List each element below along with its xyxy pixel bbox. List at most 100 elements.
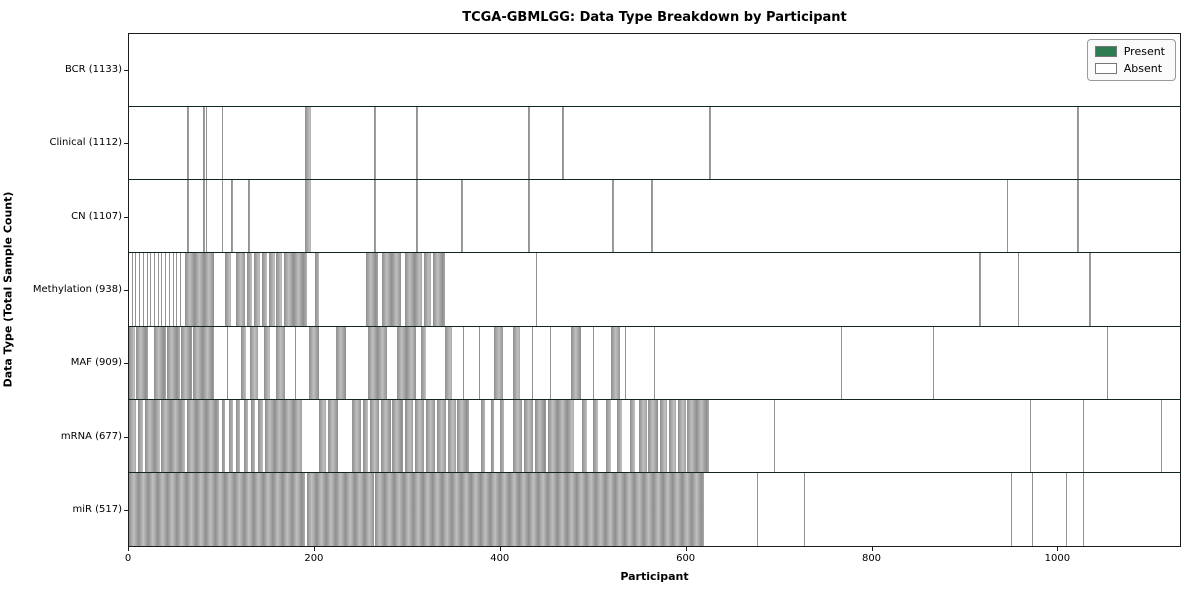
absent-segment [314,253,320,326]
x-tick-mark [1057,547,1059,551]
absent-segment [592,326,594,399]
y-tick-label: miR (517) [72,504,122,516]
absent-segment [136,326,148,399]
absent-segment [161,253,163,326]
absent-segment [161,399,185,472]
legend-item-present: Present [1094,45,1165,58]
x-tick-mark [128,547,129,551]
y-tick-label: Methylation (938) [32,284,122,295]
absent-segment [366,253,378,326]
absent-segment [283,253,308,326]
absent-segment [221,399,226,472]
absent-segment [668,399,677,472]
absent-segment [678,399,686,472]
absent-segment [494,326,503,399]
absent-segment [176,253,178,326]
absent-segment [168,253,170,326]
plot-area [128,33,1181,547]
row-MAF [129,326,1180,400]
legend: Present Absent [1086,39,1176,81]
absent-segment [557,326,559,399]
absent-segment [581,399,588,472]
absent-segment [229,399,233,472]
legend-swatch-absent [1094,63,1117,74]
absent-segment [368,326,387,399]
absent-segment [235,253,245,326]
absent-segment [241,326,246,399]
absent-segment [335,326,347,399]
absent-segment [308,326,320,399]
absent-segment [648,399,658,472]
absent-segment [839,399,841,472]
absent-segment [249,326,258,399]
absent-segment [639,399,647,472]
absent-segment [397,326,416,399]
y-tick-label: MAF (909) [70,357,122,369]
absent-segment [531,326,533,399]
absent-segment [527,180,530,253]
x-tick-mark [871,547,873,551]
absent-segment [423,253,432,326]
absent-segment [225,253,232,326]
absent-segment [421,326,426,399]
absent-segment [150,253,152,326]
absent-segment [305,107,311,180]
absent-segment [612,180,615,253]
absent-segment [468,253,470,326]
absent-segment [382,253,401,326]
absent-segment [1077,180,1079,253]
x-tick-label: 1000 [1044,553,1071,564]
absent-segment [524,399,534,472]
absent-segment [404,399,413,472]
y-tick-label: CN (1107) [71,210,122,222]
absent-segment [625,326,627,399]
absent-segment [154,326,167,399]
absent-segment [244,399,248,472]
absent-segment [550,326,552,399]
absent-segment [319,399,326,472]
absent-segment [415,107,418,180]
absent-segment [257,399,263,472]
absent-segment [611,326,620,399]
absent-segment [1011,472,1013,546]
absent-segment [254,253,260,326]
absent-segment [180,253,181,326]
absent-segment [131,253,133,326]
absent-segment [436,399,447,472]
absent-segment [306,472,374,546]
absent-segment [129,399,137,472]
absent-segment [205,180,208,253]
x-tick-mark [313,547,315,551]
absent-segment [659,399,667,472]
absent-segment [269,253,275,326]
x-axis-label: Participant [620,570,689,583]
x-tick-mark [685,547,687,551]
absent-segment [1006,180,1009,253]
absent-segment [804,472,806,546]
absent-segment [654,326,655,399]
x-tick-label: 800 [861,553,882,564]
absent-segment [375,472,705,546]
absent-segment [1106,326,1108,399]
absent-segment [457,399,469,472]
absent-segment [481,399,486,472]
absent-segment [1065,472,1067,546]
absent-segment [227,326,229,399]
legend-swatch-present [1094,46,1117,57]
absent-segment [478,326,480,399]
absent-segment [184,253,215,326]
absent-segment [165,253,167,326]
y-tick-mark [124,69,128,71]
absent-segment [448,399,456,472]
absent-segment [773,399,775,472]
legend-label: Absent [1123,62,1163,75]
absent-segment [708,107,711,180]
absent-segment [247,180,250,253]
y-tick-mark [124,216,128,218]
absent-segment [154,253,155,326]
y-tick-mark [124,143,128,145]
legend-label: Present [1123,45,1165,58]
absent-segment [616,399,623,472]
y-tick-mark [124,363,128,365]
